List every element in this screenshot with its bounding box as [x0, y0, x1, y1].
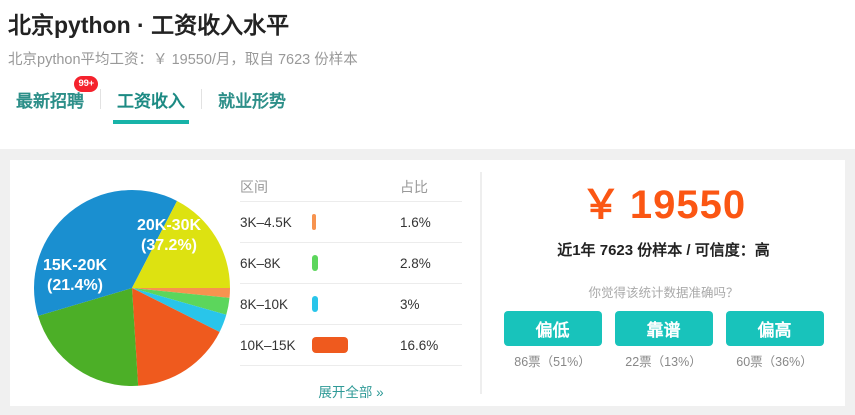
salary-panel-card: 20K-30K (37.2%) 15K-20K (21.4%) 区间 占比 3K… [10, 160, 845, 406]
pie-slice-8k-10k[interactable] [132, 288, 227, 332]
proportion-bar [312, 337, 348, 353]
tab-label: 就业形势 [218, 92, 286, 111]
pie-slice-label-20k-30k: 20K-30K [137, 217, 201, 234]
proportion-bar [312, 214, 316, 230]
salary-distribution-table: 区间 占比 3K–4.5K 1.6% 6K–8K 2.8% 8K–10K 3% 10K–15… [240, 172, 462, 401]
cell-bar [312, 255, 390, 271]
vote-low-button[interactable]: 偏低 [503, 311, 602, 346]
cell-percent: 1.6% [400, 214, 431, 230]
pie-slice-6k-8k[interactable] [132, 288, 230, 315]
pie-slice-15k-20k[interactable] [38, 288, 139, 387]
vote-button-row: 偏低 86票（51%） 靠谱 22票（13%） 偏高 60票（36%） [482, 311, 845, 370]
pie-slice-label-15k-20k: 15K-20K [43, 257, 107, 274]
currency-symbol: ￥ [580, 183, 622, 227]
tab-divider-2 [201, 89, 202, 109]
page-subtitle: 北京python平均工资：￥ 19550/月，取自 7623 份样本 [8, 52, 358, 68]
pie-slice-value-20k-30k: (37.2%) [141, 237, 197, 254]
salary-distribution-pie-chart: 20K-30K (37.2%) 15K-20K (21.4%) [27, 170, 237, 396]
column-header-percent: 占比 [400, 178, 428, 195]
tab-latest-jobs[interactable]: 最新招聘 99+ [10, 76, 100, 124]
cell-percent: 16.6% [400, 337, 439, 353]
proportion-bar [312, 296, 318, 312]
vote-question: 你觉得该统计数据准确吗？ [588, 286, 739, 300]
tab-label: 工资收入 [117, 92, 185, 111]
cell-range: 3K–4.5K [240, 214, 292, 230]
pie-slice-value-15k-20k: (21.4%) [47, 277, 103, 294]
pie-chart-svg: 20K-30K (37.2%) 15K-20K (21.4%) [33, 189, 231, 387]
vote-option-accurate: 靠谱 22票（13%） [614, 311, 713, 370]
salary-summary-panel: ￥ 19550 近1年 7623 份样本 / 可信度：高 你觉得该统计数据准确吗？… [482, 160, 845, 406]
pie-slice-30k-[interactable] [132, 200, 230, 288]
tab-divider-1 [100, 89, 101, 109]
table-header-row: 区间 占比 [240, 172, 462, 202]
proportion-bar [312, 255, 318, 271]
average-salary-value: ￥ 19550 [482, 182, 845, 228]
table-body: 3K–4.5K 1.6% 6K–8K 2.8% 8K–10K 3% 10K–15K 16.6% [240, 202, 462, 366]
table-row[interactable]: 3K–4.5K 1.6% [240, 202, 462, 243]
vote-low-count: 86票（51%） [514, 355, 591, 369]
salary-amount: 19550 [629, 183, 747, 227]
tab-employment-outlook[interactable]: 就业形势 [202, 85, 302, 124]
vote-high-button[interactable]: 偏高 [725, 311, 824, 346]
column-header-range: 区间 [240, 178, 268, 195]
table-row[interactable]: 8K–10K 3% [240, 284, 462, 325]
tab-label: 最新招聘 [16, 92, 84, 111]
pie-slice-3k-4-5k[interactable] [132, 288, 231, 298]
pie-slice-group[interactable] [33, 189, 231, 387]
vote-accurate-count: 22票（13%） [625, 355, 702, 369]
table-row[interactable]: 6K–8K 2.8% [240, 243, 462, 284]
vote-accurate-button[interactable]: 靠谱 [614, 311, 713, 346]
cell-bar [312, 296, 390, 312]
vote-option-high: 偏高 60票（36%） [725, 311, 824, 370]
panel-divider [480, 172, 482, 394]
table-row[interactable]: 10K–15K 16.6% [240, 325, 462, 366]
cell-percent: 2.8% [400, 255, 431, 271]
vote-high-count: 60票（36%） [736, 355, 813, 369]
unread-count-badge: 99+ [74, 76, 98, 92]
cell-bar [312, 214, 390, 230]
cell-range: 6K–8K [240, 255, 281, 271]
cell-percent: 3% [400, 296, 420, 312]
expand-all-link[interactable]: 展开全部 » [318, 385, 384, 400]
cell-range: 10K–15K [240, 337, 296, 353]
page-header: 北京python · 工资收入水平 北京python平均工资：￥ 19550/月… [0, 0, 855, 70]
cell-bar [312, 337, 390, 353]
tab-salary-income[interactable]: 工资收入 [101, 85, 201, 124]
tab-bar: 最新招聘 99+ 工资收入 就业形势 [0, 76, 855, 125]
pie-slice-10k-15k[interactable] [132, 288, 220, 386]
pie-slice-20k-30k[interactable] [33, 189, 178, 316]
vote-option-low: 偏低 86票（51%） [503, 311, 602, 370]
sample-size-credibility: 近1年 7623 份样本 / 可信度：高 [557, 242, 770, 259]
page-title: 北京python · 工资收入水平 [8, 12, 290, 38]
cell-range: 8K–10K [240, 296, 289, 312]
